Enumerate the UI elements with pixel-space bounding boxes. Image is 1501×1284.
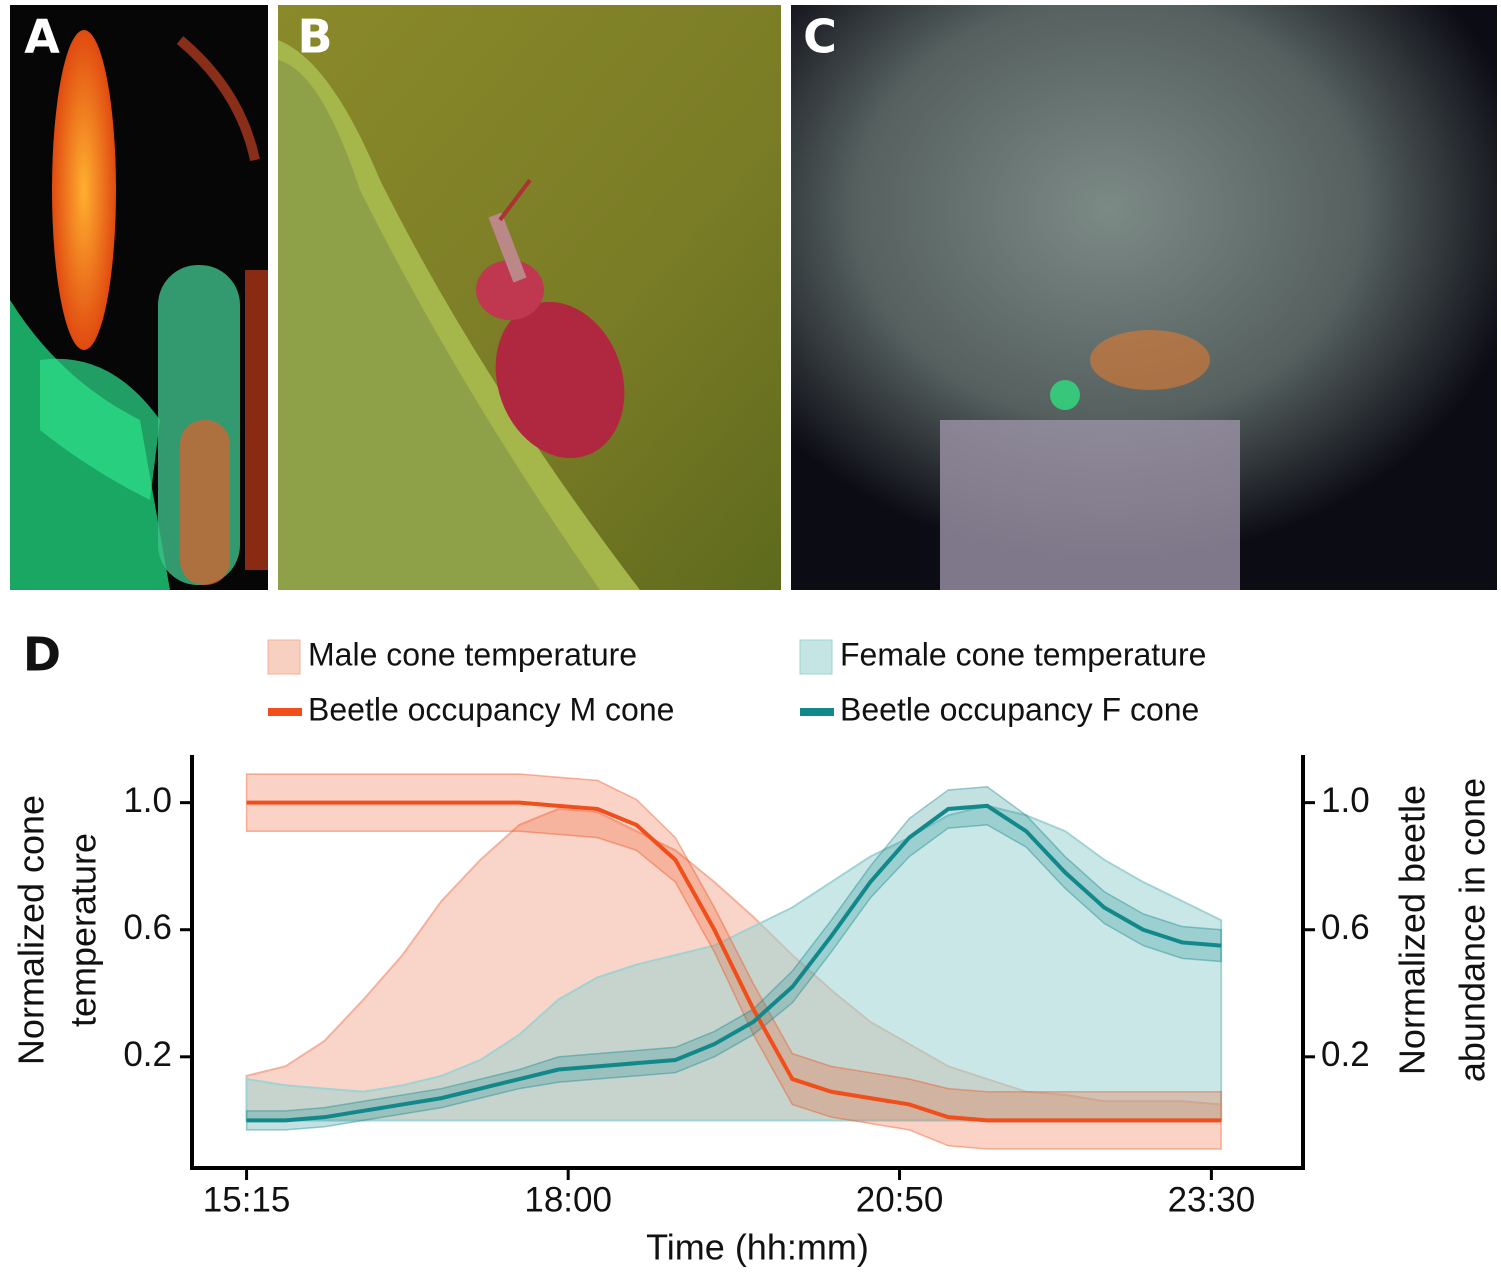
legend-label: Beetle occupancy M cone [308,691,674,727]
y-tick-label: 0.2 [123,1035,172,1074]
legend-label: Male cone temperature [308,636,637,672]
y2-axis-label: Normalized beetle [1392,785,1433,1075]
panel-label: C [803,10,837,64]
legend-swatch [268,708,302,716]
occupancy-line [246,800,1222,1123]
panel-label: A [24,10,60,64]
y2-tick-label: 1.0 [1321,781,1370,820]
legend-label: Female cone temperature [840,636,1206,672]
legend-swatch [800,708,834,716]
photo-a [10,5,268,590]
y-tick-label: 0.6 [123,908,172,947]
y2-tick-label: 0.6 [1321,908,1370,947]
occupancy-line [246,803,1222,1123]
y2-axis-label: abundance in cone [1452,778,1493,1082]
legend-swatch [799,639,833,675]
legend-swatch [267,639,301,675]
x-tick-label: 15:15 [203,1180,291,1219]
x-axis-label: Time (hh:mm) [646,1227,869,1268]
error-band [245,773,1222,1150]
error-band [245,785,1222,1131]
panel-label: D [23,628,61,682]
x-tick-label: 23:30 [1168,1180,1256,1219]
panel-label: B [297,10,332,64]
photo-b [278,5,781,590]
y-axis-label: Normalized cone [11,795,52,1065]
y2-tick-label: 0.2 [1321,1035,1370,1074]
y-tick-label: 1.0 [123,781,172,820]
x-tick-label: 18:00 [524,1180,612,1219]
y-axis-label: temperature [63,833,104,1027]
legend-label: Beetle occupancy F cone [840,691,1199,727]
x-tick-label: 20:50 [856,1180,944,1219]
photo-c [791,5,1497,590]
temperature-area [245,804,1223,1122]
